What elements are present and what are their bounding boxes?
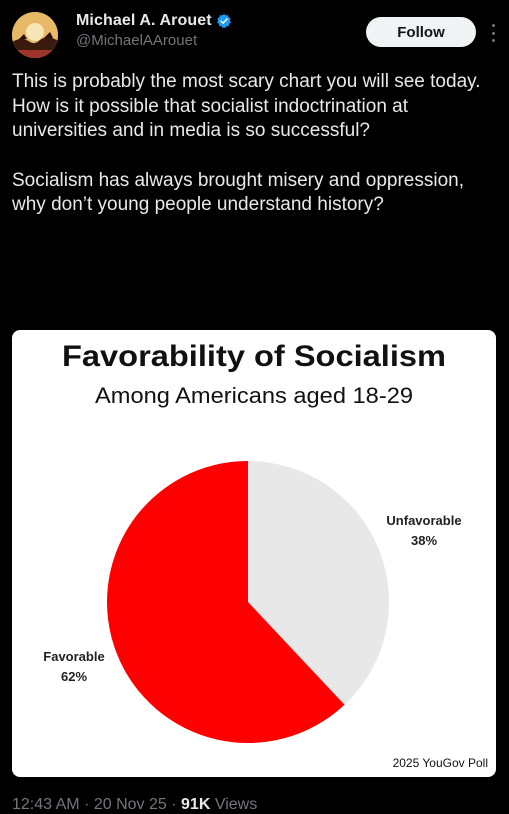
chart-image[interactable]: Favorability of Socialism Among American… (12, 330, 496, 777)
author-info[interactable]: Michael A. Arouet @MichaelAArouet (76, 12, 232, 49)
slice-label-favorable: Favorable (43, 649, 104, 664)
ellipsis-vertical-icon[interactable] (487, 24, 499, 42)
tweet-paragraph-2: Socialism has always brought misery and … (12, 169, 464, 216)
verified-badge-icon (216, 13, 232, 29)
chart-source: 2025 YouGov Poll (393, 756, 488, 770)
separator: · (84, 796, 90, 813)
views-count: 91K (181, 796, 211, 813)
slice-value-unfavorable: 38% (411, 533, 437, 548)
display-name-row: Michael A. Arouet (76, 12, 232, 30)
tweet-paragraph-1: This is probably the most scary chart yo… (12, 71, 481, 141)
pie-slices (106, 461, 389, 743)
tweet-time[interactable]: 12:43 AM (12, 796, 80, 813)
tweet-timestamp: 12:43 AM · 20 Nov 25 · 91K Views (12, 796, 257, 814)
chart-title: Favorability of Socialism (62, 340, 446, 373)
tweet-header: Michael A. Arouet @MichaelAArouet Follow (10, 8, 500, 58)
pie-chart: Favorability of Socialism Among American… (43, 340, 488, 770)
separator: · (171, 796, 177, 813)
follow-button[interactable]: Follow (366, 17, 476, 47)
pie-slice-favorable (106, 461, 345, 743)
display-name[interactable]: Michael A. Arouet (76, 12, 212, 29)
chart-subtitle: Among Americans aged 18-29 (95, 383, 413, 408)
author-handle[interactable]: @MichaelAArouet (76, 32, 198, 49)
avatar-image (12, 12, 58, 58)
pie-slice-unfavorable (248, 461, 389, 705)
slice-value-favorable: 62% (61, 669, 87, 684)
tweet-text: This is probably the most scary chart yo… (12, 70, 497, 218)
avatar[interactable] (12, 12, 58, 58)
slice-label-unfavorable: Unfavorable (386, 513, 461, 528)
tweet-date[interactable]: 20 Nov 25 (93, 796, 167, 813)
views-label: Views (214, 796, 258, 813)
